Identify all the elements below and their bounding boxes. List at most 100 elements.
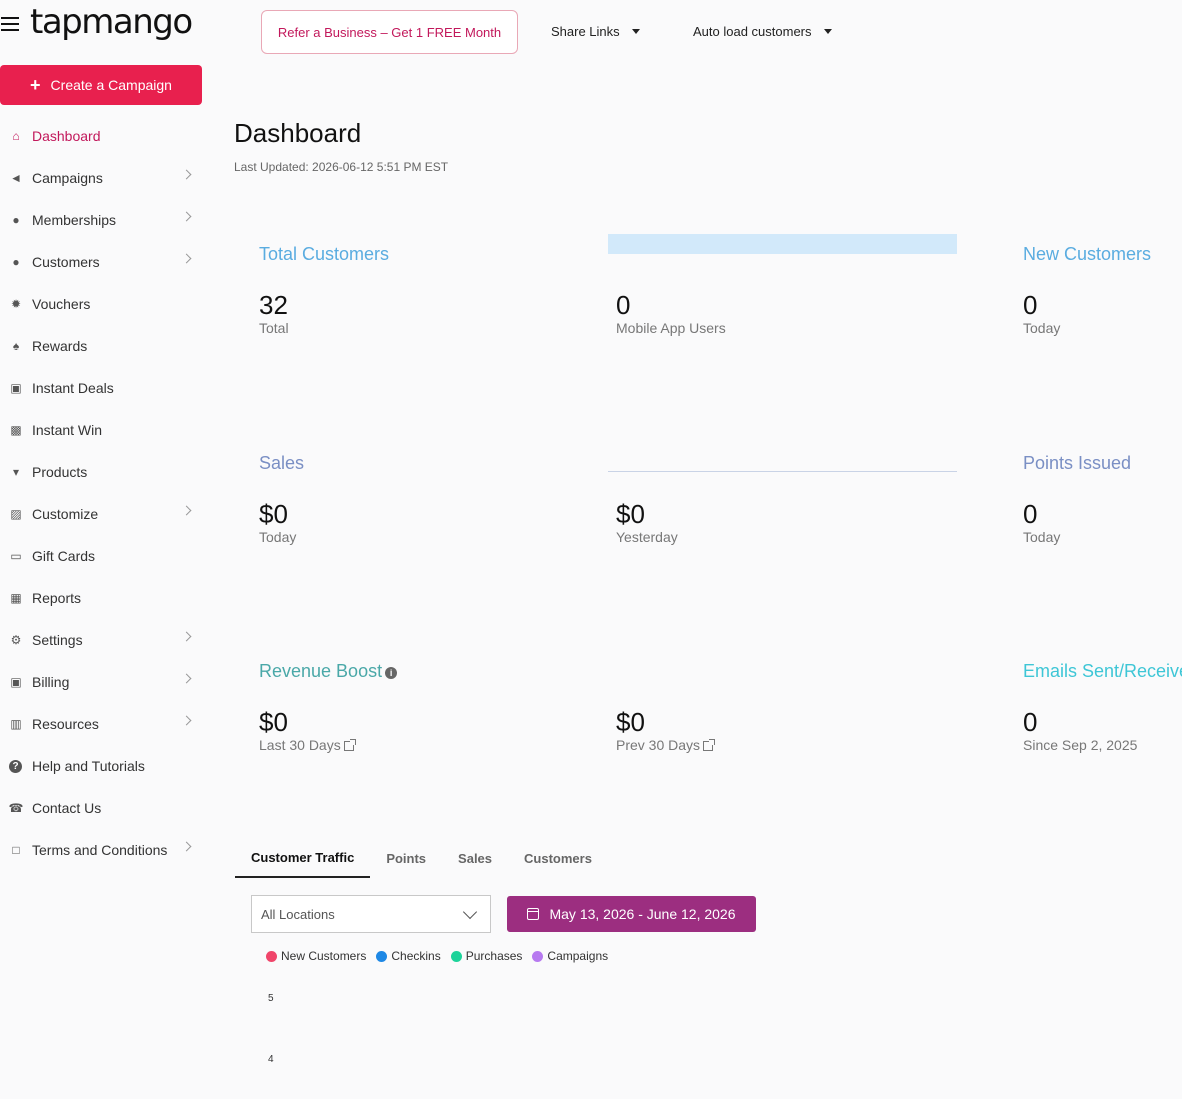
legend-label: Purchases xyxy=(465,949,523,963)
sidebar-item-customers[interactable]: ● Customers xyxy=(0,241,202,283)
revenue-prev-sub: Prev 30 Days xyxy=(616,737,701,753)
sidebar-item-label: Resources xyxy=(32,716,99,732)
question-icon: ? xyxy=(9,759,22,773)
sidebar-item-vouchers[interactable]: ✹ Vouchers xyxy=(0,283,202,325)
sidebar-item-campaigns[interactable]: ◄ Campaigns xyxy=(0,157,202,199)
create-campaign-button[interactable]: + Create a Campaign xyxy=(0,65,202,105)
caret-down-icon xyxy=(631,29,640,34)
total-customers-sub: Total xyxy=(259,320,289,336)
share-links-label: Share Links xyxy=(551,24,620,39)
sidebar-item-resources[interactable]: ▥ Resources xyxy=(0,703,202,745)
gear-icon: ⚙ xyxy=(10,633,22,647)
sidebar-item-instant-deals[interactable]: ▣ Instant Deals xyxy=(0,367,202,409)
y-axis-tick: 4 xyxy=(268,1054,274,1065)
location-select-value: All Locations xyxy=(261,906,335,922)
caret-down-icon xyxy=(823,29,832,34)
chevron-down-icon xyxy=(462,904,478,920)
external-link-icon[interactable] xyxy=(343,739,356,751)
megaphone-icon: ◄ xyxy=(10,171,22,185)
legend-item[interactable]: Purchases xyxy=(450,949,523,963)
legend-label: Campaigns xyxy=(547,949,609,963)
total-customers-value: 32 xyxy=(259,290,288,320)
auto-load-label: Auto load customers xyxy=(693,24,812,39)
image-icon: ▨ xyxy=(10,507,22,521)
points-issued-sub: Today xyxy=(1023,529,1061,545)
legend-label: Checkins xyxy=(391,949,441,963)
sidebar-item-label: Terms and Conditions xyxy=(32,842,168,858)
y-axis-tick: 5 xyxy=(268,993,274,1004)
refer-business-button[interactable]: Refer a Business – Get 1 FREE Month xyxy=(261,10,518,54)
chart-legend: New Customers Checkins Purchases Campaigns xyxy=(266,949,608,963)
chevron-right-icon xyxy=(181,211,192,222)
revenue-boost-title: Revenue Boost xyxy=(259,661,383,681)
sidebar-item-label: Rewards xyxy=(32,338,88,354)
plus-icon: + xyxy=(30,75,41,95)
sidebar-item-settings[interactable]: ⚙ Settings xyxy=(0,619,202,661)
location-select[interactable]: All Locations xyxy=(251,895,491,933)
sidebar-item-gift-cards[interactable]: ▭ Gift Cards xyxy=(0,535,202,577)
sidebar-nav: ⌂ Dashboard ◄ Campaigns ● Memberships ● Custome… xyxy=(0,115,202,871)
points-issued-title: Points Issued xyxy=(1023,453,1132,473)
sidebar-item-dashboard[interactable]: ⌂ Dashboard xyxy=(0,115,202,157)
sidebar-item-customize[interactable]: ▨ Customize xyxy=(0,493,202,535)
sales-value: $0 xyxy=(259,499,288,529)
sidebar-item-contact-us[interactable]: ☎ Contact Us xyxy=(0,787,202,829)
total-customers-title: Total Customers xyxy=(259,244,390,264)
tab-customers[interactable]: Customers xyxy=(524,850,592,866)
phone-icon: ☎ xyxy=(8,801,24,815)
sidebar-item-label: Billing xyxy=(32,674,70,690)
tab-points[interactable]: Points xyxy=(386,850,427,866)
sidebar-item-terms-and-conditions[interactable]: □ Terms and Conditions xyxy=(0,829,202,871)
legend-item[interactable]: Campaigns xyxy=(532,949,608,963)
date-range-label: May 13, 2026 - June 12, 2026 xyxy=(549,906,736,922)
chevron-right-icon xyxy=(181,253,192,264)
sidebar-item-help-and-tutorials[interactable]: ? Help and Tutorials xyxy=(0,745,202,787)
points-issued-value: 0 xyxy=(1023,499,1038,529)
mobile-users-value: 0 xyxy=(616,290,631,320)
sidebar-item-label: Contact Us xyxy=(32,800,102,816)
create-campaign-label: Create a Campaign xyxy=(50,77,172,93)
sidebar-item-label: Dashboard xyxy=(32,128,101,144)
sidebar-item-label: Customize xyxy=(32,506,99,522)
money-icon: ▣ xyxy=(10,675,22,689)
users-icon: ● xyxy=(12,213,20,227)
legend-dot-icon xyxy=(376,950,388,962)
certificate-icon: ✹ xyxy=(10,297,22,311)
external-link-icon[interactable] xyxy=(703,739,716,751)
sidebar-item-reports[interactable]: ▦ Reports xyxy=(0,577,202,619)
hamburger-menu-icon[interactable] xyxy=(1,17,19,31)
tab-sales[interactable]: Sales xyxy=(458,850,493,866)
sidebar-item-billing[interactable]: ▣ Billing xyxy=(0,661,202,703)
sales-title: Sales xyxy=(259,453,305,473)
revenue-prev-sub-row[interactable]: Prev 30 Days xyxy=(616,737,716,753)
customers-accent-bar xyxy=(608,234,957,254)
sidebar-item-memberships[interactable]: ● Memberships xyxy=(0,199,202,241)
book-icon: ▥ xyxy=(10,717,22,731)
sales-divider xyxy=(608,471,957,472)
legend-item[interactable]: New Customers xyxy=(266,949,366,963)
sidebar-item-label: Help and Tutorials xyxy=(32,758,145,774)
page-title: Dashboard xyxy=(234,118,362,148)
trophy-icon: ♠ xyxy=(12,339,20,353)
share-links-dropdown[interactable]: Share Links xyxy=(551,24,640,39)
users-icon: ● xyxy=(12,255,20,269)
sales-yesterday-sub: Yesterday xyxy=(616,529,678,545)
sidebar-item-rewards[interactable]: ♠ Rewards xyxy=(0,325,202,367)
legend-item[interactable]: Checkins xyxy=(376,949,441,963)
legend-dot-icon xyxy=(266,950,277,962)
last-updated: Last Updated: 2026-06-12 5:51 PM EST xyxy=(234,160,449,174)
revenue-boost-sub: Last 30 Days xyxy=(259,737,341,753)
table-icon: ▦ xyxy=(10,591,22,605)
mobile-users-sub: Mobile App Users xyxy=(616,320,726,336)
chevron-right-icon xyxy=(181,673,192,684)
auto-load-customers-dropdown[interactable]: Auto load customers xyxy=(693,24,832,39)
card-icon: ▭ xyxy=(10,549,22,563)
sidebar-item-label: Campaigns xyxy=(32,170,103,186)
info-icon[interactable]: i xyxy=(385,667,398,679)
date-range-button[interactable]: May 13, 2026 - June 12, 2026 xyxy=(507,896,756,932)
tab-customer-traffic[interactable]: Customer Traffic xyxy=(235,838,371,878)
revenue-boost-sub-row[interactable]: Last 30 Days xyxy=(259,737,356,753)
sidebar-item-instant-win[interactable]: ▩ Instant Win xyxy=(0,409,202,451)
sales-yesterday-value: $0 xyxy=(616,499,645,529)
sidebar-item-products[interactable]: ▾ Products xyxy=(0,451,202,493)
